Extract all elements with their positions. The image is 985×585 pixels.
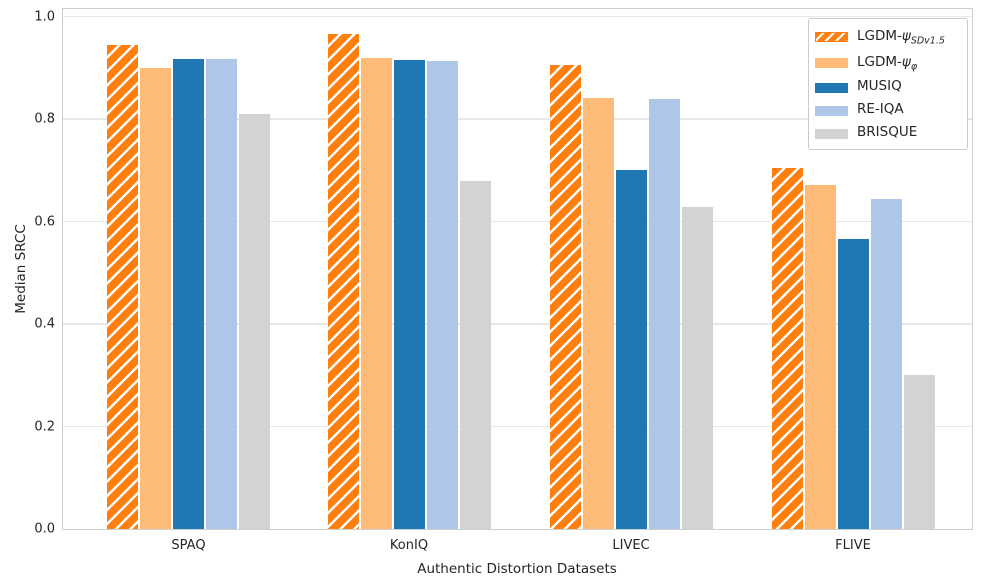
bar-musiq-spaq bbox=[173, 58, 204, 529]
y-tick-label-0.6: 0.6 bbox=[34, 214, 55, 229]
bar-lgdm-sdv1-5-spaq bbox=[107, 45, 138, 529]
gridline-0.2 bbox=[63, 425, 972, 428]
bar-re-iqa-koniq bbox=[426, 61, 458, 529]
bar-re-iqa-spaq bbox=[206, 58, 237, 529]
legend-label-musiq: MUSIQ bbox=[857, 78, 902, 95]
legend-item-re-iqa: RE-IQA bbox=[815, 99, 959, 122]
y-tick-label-0.8: 0.8 bbox=[34, 111, 55, 127]
gridline-0.8 bbox=[63, 118, 972, 120]
y-tick-label-1.0: 1.0 bbox=[34, 9, 55, 24]
bar-lgdm-koniq bbox=[360, 58, 392, 529]
x-tick-label-spaq: SPAQ bbox=[171, 538, 206, 553]
bar-lgdm-sdv1-5-koniq bbox=[327, 34, 359, 529]
legend-label-brisque: BRISQUE bbox=[857, 124, 918, 141]
legend-swatch-lgdm-phi bbox=[815, 58, 848, 68]
gridline-0.6 bbox=[63, 220, 972, 223]
legend-item-lgdm-phi: LGDM-ψφ bbox=[815, 50, 959, 76]
legend-swatch-re-iqa bbox=[815, 105, 848, 116]
bar-musiq-koniq bbox=[393, 59, 425, 529]
legend-item-lgdm-sdv15: LGDM-ψSDv1.5 bbox=[815, 24, 959, 50]
bar-lgdm-spaq bbox=[140, 67, 171, 529]
legend: LGDM-ψSDv1.5 LGDM-ψφ MUSIQ RE-IQA BRISQU… bbox=[808, 18, 968, 150]
gridline-0.4 bbox=[63, 323, 972, 325]
legend-swatch-musiq bbox=[815, 82, 848, 93]
x-axis-label: Authentic Distortion Datasets bbox=[417, 561, 617, 577]
legend-item-brisque: BRISQUE bbox=[815, 122, 959, 145]
gridline-1.0 bbox=[63, 15, 972, 18]
bar-brisque-koniq bbox=[459, 181, 491, 529]
bar-brisque-flive bbox=[903, 374, 935, 529]
legend-label-re-iqa: RE-IQA bbox=[857, 101, 904, 118]
bar-re-iqa-livec bbox=[648, 98, 680, 529]
y-axis-label: Median SRCC bbox=[13, 224, 29, 314]
x-tick-label-flive: FLIVE bbox=[835, 538, 871, 553]
bar-musiq-flive bbox=[837, 238, 869, 529]
legend-label-lgdm-phi: LGDM-ψφ bbox=[857, 53, 918, 73]
bar-lgdm-sdv1-5-flive bbox=[771, 168, 803, 529]
legend-swatch-lgdm-sdv15 bbox=[815, 32, 848, 42]
legend-item-musiq: MUSIQ bbox=[815, 76, 959, 99]
y-tick-label-0.2: 0.2 bbox=[34, 419, 55, 434]
legend-swatch-brisque bbox=[815, 128, 848, 139]
bar-re-iqa-flive bbox=[870, 198, 902, 529]
y-tick-label-0.4: 0.4 bbox=[34, 316, 55, 332]
bar-lgdm-flive bbox=[804, 185, 836, 529]
legend-label-lgdm-sdv15: LGDM-ψSDv1.5 bbox=[857, 27, 945, 47]
bar-brisque-livec bbox=[681, 207, 713, 529]
x-tick-label-livec: LIVEC bbox=[612, 538, 650, 553]
bar-lgdm-livec bbox=[582, 98, 614, 529]
bar-musiq-livec bbox=[615, 170, 647, 529]
x-tick-label-koniq: KonIQ bbox=[389, 538, 429, 553]
bar-lgdm-sdv1-5-livec bbox=[549, 64, 581, 529]
y-tick-label-0.0: 0.0 bbox=[34, 521, 55, 537]
bar-brisque-spaq bbox=[239, 114, 270, 529]
